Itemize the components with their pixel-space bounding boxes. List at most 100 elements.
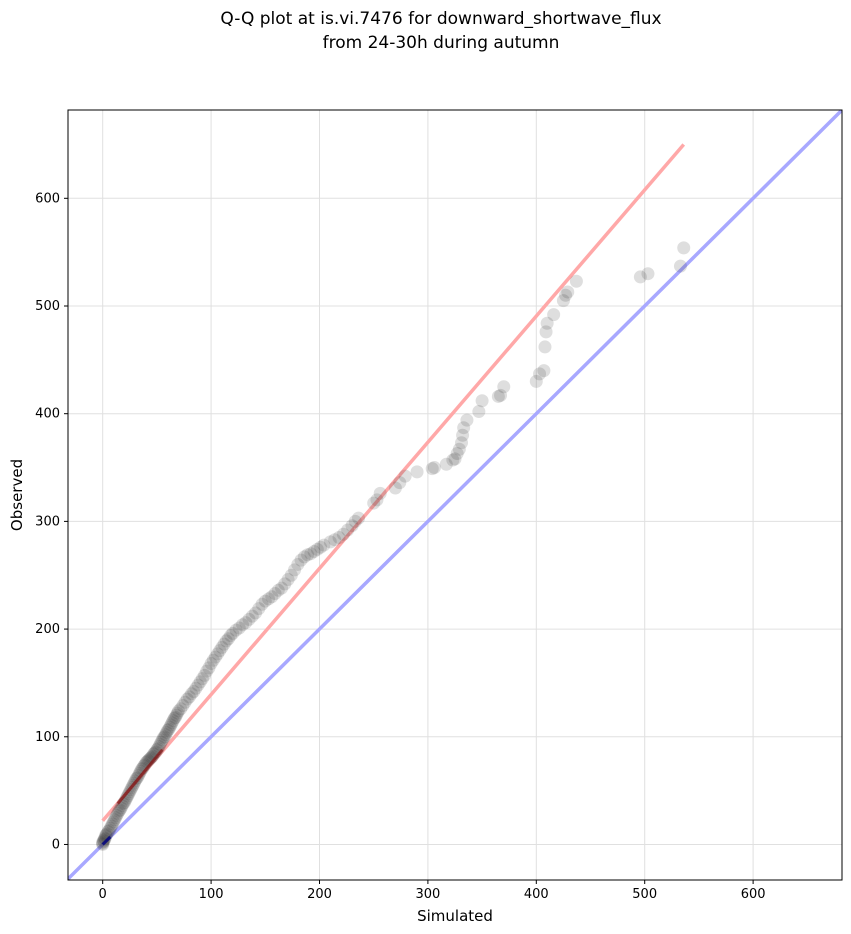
data-point [448,452,462,466]
data-point [457,421,471,435]
data-point [153,737,167,751]
data-point [633,270,647,284]
data-point [317,538,331,552]
data-point [105,817,119,831]
data-point [265,590,279,604]
y-tick-label: 300 [35,514,60,529]
data-point [529,374,543,388]
data-point [294,553,308,567]
data-point [113,803,127,817]
y-tick-label: 200 [35,622,60,637]
data-point [101,825,115,839]
data-point [275,581,289,595]
data-point [538,340,552,354]
data-point [332,531,346,545]
data-point [547,308,561,322]
data-point [427,461,441,475]
data-point [111,806,125,820]
data-point [169,708,183,722]
data-point [556,294,570,308]
data-point [226,626,240,640]
data-point [170,706,184,720]
data-point [198,668,212,682]
data-point [217,637,231,651]
one-to-one-overlap [101,835,112,846]
data-point [167,711,181,725]
data-point [341,523,355,537]
data-point [166,714,180,728]
data-point [133,766,147,780]
data-point [168,710,182,724]
plot-frame [67,109,843,881]
grid [68,110,842,880]
x-tick-label: 500 [632,887,657,902]
data-point [252,602,266,616]
data-point [569,274,583,288]
data-point [131,769,145,783]
data-point [345,519,359,533]
data-point [393,476,407,490]
data-point [211,647,225,661]
fit-line-overlap [116,748,164,805]
data-point [107,815,121,829]
data-point [288,563,302,577]
data-point [154,735,168,749]
data-point [455,436,469,450]
data-point [456,428,470,442]
fit-line [101,143,686,822]
data-point [97,834,111,848]
data-point [450,447,464,461]
data-point [134,764,148,778]
chart-title-line-1: Q-Q plot at is.vi.7476 for downward_shor… [220,9,661,29]
data-point [102,823,116,837]
data-point [204,657,218,671]
data-point [229,623,243,637]
data-point [539,325,553,339]
data-point [121,789,135,803]
data-point [232,621,246,635]
data-point [112,804,126,818]
data-point [249,606,263,620]
data-point [98,832,112,846]
data-point [673,259,687,273]
data-point [268,587,282,601]
data-point [491,389,505,403]
x-tick-label: 300 [415,887,440,902]
data-point [677,241,691,255]
y-tick-label: 400 [35,407,60,422]
data-point [109,811,123,825]
data-point [559,288,573,302]
data-point [460,413,474,427]
data-point [446,453,460,467]
data-point [239,616,253,630]
data-point [533,367,547,381]
data-point [189,681,203,695]
data-point [304,547,318,561]
data-point [281,573,295,587]
data-point [160,725,174,739]
y-tick-label: 500 [35,299,60,314]
data-point [108,813,122,827]
data-point [245,609,259,623]
data-point [278,577,292,591]
data-point [373,486,387,500]
data-point [187,685,201,699]
data-point [641,267,655,281]
data-point [165,716,179,730]
data-point [307,545,321,559]
axis-ticks: 0 100 200 300 400 500 600 0 100 200 300 400 500 600 [35,191,765,902]
data-point [475,394,489,408]
data-point [271,583,285,597]
data-point [157,730,171,744]
data-point [98,831,112,845]
data-point [180,692,194,706]
data-point [156,731,170,745]
data-point [172,704,186,718]
data-point [367,496,381,510]
data-point [494,388,508,402]
data-point [104,819,118,833]
data-point [96,835,110,849]
data-point [497,380,511,394]
data-point [242,612,256,626]
data-point [163,720,177,734]
